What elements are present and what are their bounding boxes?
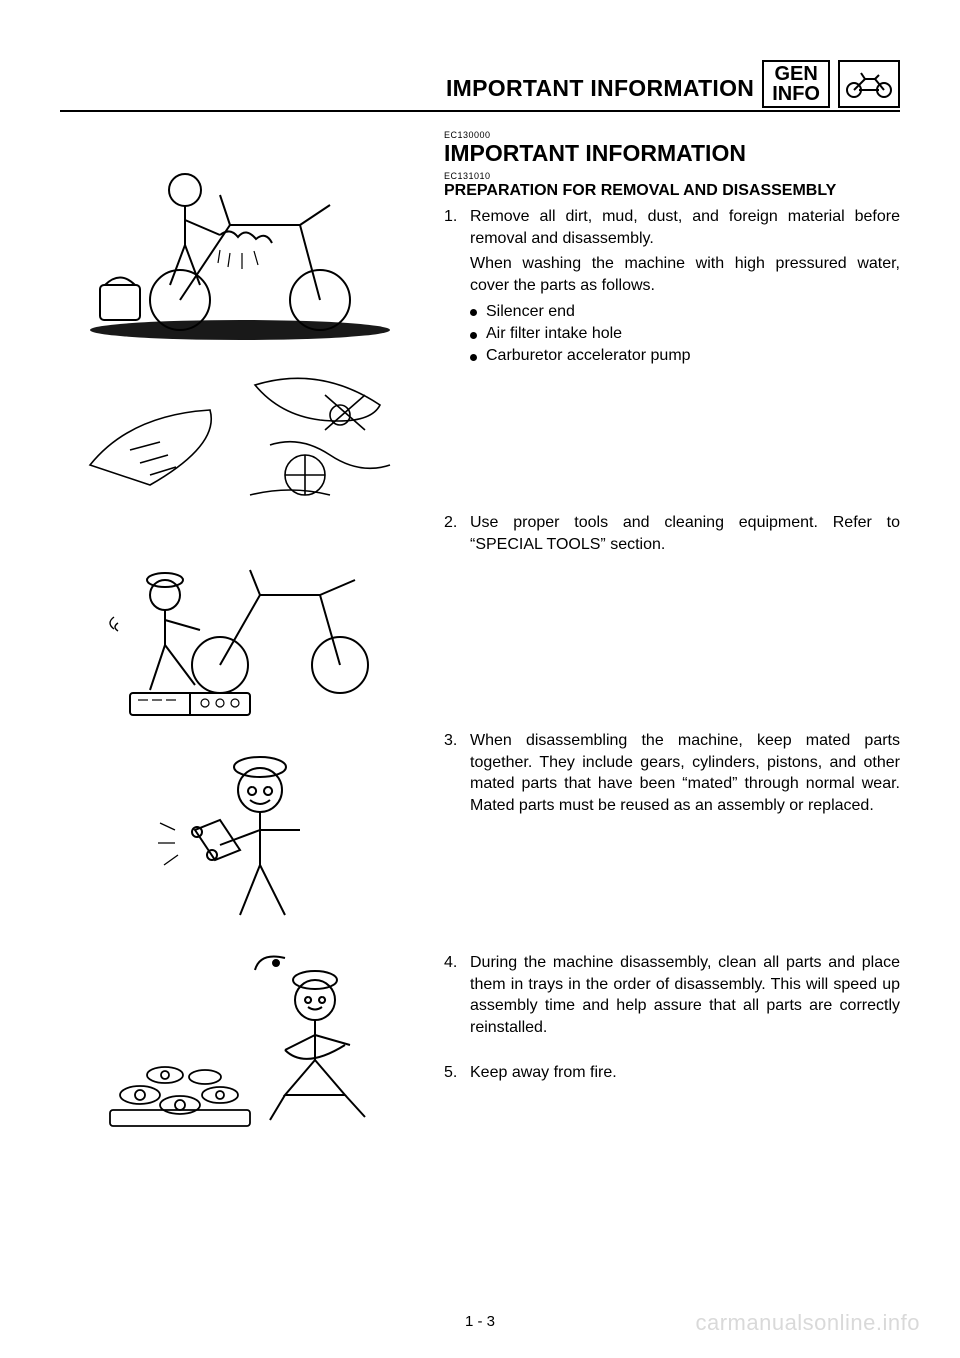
step-1-para-2: When washing the machine with high press… xyxy=(470,253,900,296)
header-title: IMPORTANT INFORMATION xyxy=(446,75,754,108)
illustration-washing xyxy=(60,130,420,350)
step-4-5-block: 4. During the machine disassembly, clean… xyxy=(444,952,900,1094)
watermark: carmanualsonline.info xyxy=(695,1310,920,1336)
header-box-line2: INFO xyxy=(772,84,820,104)
header-box-line1: GEN xyxy=(772,64,820,84)
step-3-para: When disassembling the machine, keep mat… xyxy=(470,730,900,816)
step-1-para-1: Remove all dirt, mud, dust, and foreign … xyxy=(470,206,900,249)
illustration-trays xyxy=(60,940,420,1140)
ref-code-1: EC130000 xyxy=(444,130,900,140)
step-2-para: Use proper tools and cleaning equipment.… xyxy=(470,512,900,555)
motorcycle-icon-box xyxy=(838,60,900,108)
step-4-number: 4. xyxy=(444,952,470,1042)
step-3: 3. When disassembling the machine, keep … xyxy=(444,730,900,820)
section-subtitle: PREPARATION FOR REMOVAL AND DISASSEMBLY xyxy=(444,181,900,200)
step-5-text: Keep away from fire. xyxy=(470,1062,900,1088)
illustration-tools xyxy=(60,520,420,730)
illustration-mated-parts xyxy=(60,730,420,940)
manual-page: IMPORTANT INFORMATION GEN INFO xyxy=(0,0,960,1358)
step-5-para: Keep away from fire. xyxy=(470,1062,900,1084)
illustrations-column xyxy=(60,130,420,1140)
step-3-number: 3. xyxy=(444,730,470,820)
step-1-text: Remove all dirt, mud, dust, and foreign … xyxy=(470,206,900,368)
text-column: EC130000 IMPORTANT INFORMATION EC131010 … xyxy=(444,130,900,1140)
step-5: 5. Keep away from fire. xyxy=(444,1062,900,1088)
page-header: IMPORTANT INFORMATION GEN INFO xyxy=(60,60,900,108)
header-info-box: GEN INFO xyxy=(762,60,830,108)
step-3-text: When disassembling the machine, keep mat… xyxy=(470,730,900,820)
step-1-number: 1. xyxy=(444,206,470,368)
motorcycle-icon xyxy=(843,69,895,99)
ref-code-2: EC131010 xyxy=(444,171,900,181)
step-4: 4. During the machine disassembly, clean… xyxy=(444,952,900,1042)
step-1: 1. Remove all dirt, mud, dust, and forei… xyxy=(444,206,900,368)
step-4-text: During the machine disassembly, clean al… xyxy=(470,952,900,1042)
section-title: IMPORTANT INFORMATION xyxy=(444,140,900,167)
step-2-text: Use proper tools and cleaning equipment.… xyxy=(470,512,900,559)
section-intro: EC130000 IMPORTANT INFORMATION EC131010 … xyxy=(444,130,900,512)
header-rule xyxy=(60,110,900,112)
step-3-block: 3. When disassembling the machine, keep … xyxy=(444,730,900,952)
bullet-carburetor: Carburetor accelerator pump xyxy=(470,345,900,367)
bullet-silencer: Silencer end xyxy=(470,301,900,323)
content-columns: EC130000 IMPORTANT INFORMATION EC131010 … xyxy=(60,130,900,1140)
step-4-para: During the machine disassembly, clean al… xyxy=(470,952,900,1038)
step-5-number: 5. xyxy=(444,1062,470,1088)
step-2-block: 2. Use proper tools and cleaning equipme… xyxy=(444,512,900,730)
step-2: 2. Use proper tools and cleaning equipme… xyxy=(444,512,900,559)
illustration-cover-parts xyxy=(60,350,420,520)
step-1-bullets: Silencer end Air filter intake hole Carb… xyxy=(470,301,900,368)
bullet-air-filter: Air filter intake hole xyxy=(470,323,900,345)
step-2-number: 2. xyxy=(444,512,470,559)
